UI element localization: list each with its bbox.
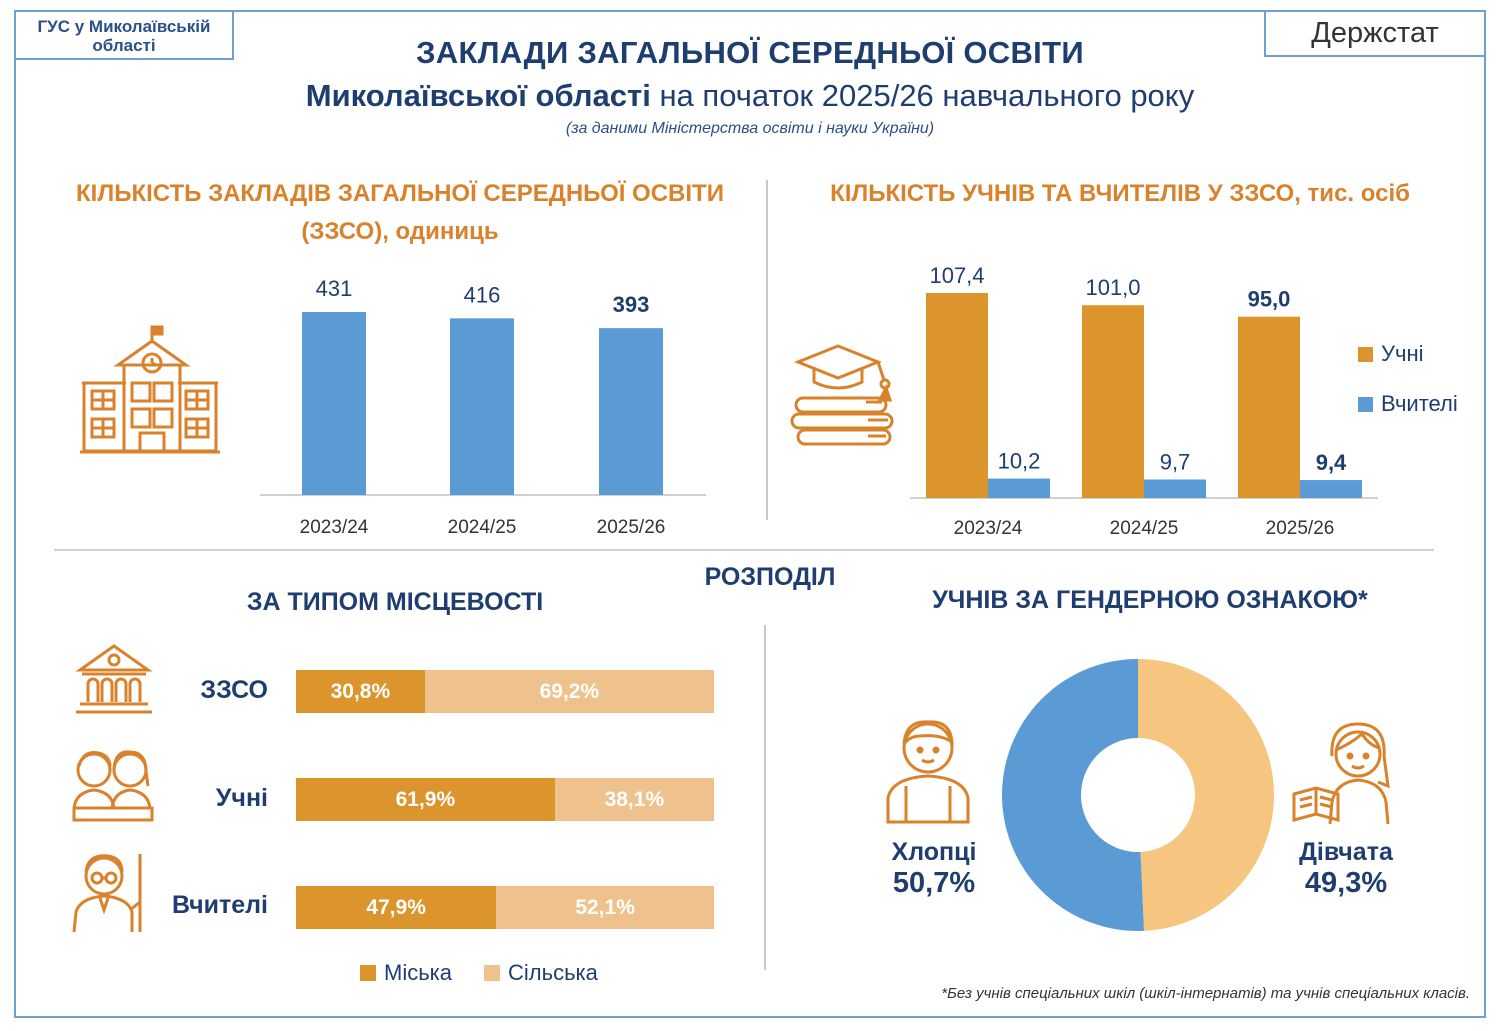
schools-chart-title: КІЛЬКІСТЬ ЗАКЛАДІВ ЗАГАЛЬНОЇ СЕРЕДНЬОЇ О… (76, 180, 724, 245)
x-tick-label: 2023/24 (300, 517, 369, 538)
row-label-schools: ЗЗСО (200, 676, 268, 704)
school-building-icon (80, 325, 220, 454)
x-tick-label: 2023/24 (954, 518, 1023, 539)
bar-schools-2025-26 (599, 328, 663, 495)
bar-students-2023-24 (926, 293, 988, 498)
legend-swatch-students (1358, 347, 1373, 362)
gender-title: УЧНІВ ЗА ГЕНДЕРНОЮ ОЗНАКОЮ* (932, 586, 1368, 614)
data-label: 416 (464, 282, 501, 307)
boys-label: Хлопці 50,7% (872, 838, 996, 900)
legend-swatch-rural (484, 965, 500, 981)
urban-segment: 47,9% (296, 886, 497, 929)
data-label: 431 (316, 276, 353, 301)
institution-icon (75, 644, 153, 714)
data-label: 95,0 (1248, 287, 1291, 312)
row-label-teachers: Вчителі (172, 891, 268, 919)
bar-teachers-2025-26 (1300, 480, 1362, 498)
data-label: 10,2 (998, 449, 1041, 474)
urban-segment: 30,8% (296, 670, 425, 713)
legend-label-teachers: Вчителі (1381, 391, 1458, 416)
footnote: *Без учнів спеціальних шкіл (шкіл-інтерн… (941, 985, 1470, 1002)
divider-bottom (764, 625, 766, 970)
divider-middle (54, 549, 1434, 551)
urban-segment: 61,9% (296, 778, 555, 821)
brand-badge: Держстат (1264, 10, 1486, 57)
slice-boys (1002, 659, 1144, 931)
region-name: Миколаївської області (305, 78, 651, 113)
legend-label-students: Учні (1381, 341, 1423, 366)
x-tick-label: 2025/26 (597, 517, 666, 538)
page-subtitle: (за даними Міністерства освіти і науки У… (565, 120, 935, 137)
page-title: ЗАКЛАДИ ЗАГАЛЬНОЇ СЕРЕДНЬОЇ ОСВІТИ (416, 35, 1084, 70)
girls-name: Дівчата (1299, 838, 1393, 866)
locality-bar-students: 61,9% 38,1% (296, 778, 714, 821)
students-teachers-bar-chart: 107,4 10,2 2023/24 101,0 9,7 2024/25 95,0 9,4 20… (910, 263, 1458, 539)
students-chart-title: КІЛЬКІСТЬ УЧНІВ ТА ВЧИТЕЛІВ У ЗЗСО, тис.… (830, 180, 1410, 207)
legend-rural: Сільська (484, 960, 598, 986)
outer-frame (14, 10, 1486, 1018)
locality-title: ЗА ТИПОМ МІСЦЕВОСТІ (246, 588, 544, 616)
legend-label-urban: Міська (384, 960, 453, 985)
gender-donut-chart (1002, 659, 1274, 931)
x-tick-label: 2025/26 (1266, 518, 1335, 539)
x-tick-label: 2024/25 (448, 517, 517, 538)
source-badge: ГУС у Миколаївській області (14, 10, 234, 60)
legend-urban: Міська (360, 960, 452, 986)
bar-students-2024-25 (1082, 305, 1144, 498)
data-label: 393 (613, 292, 650, 317)
bar-schools-2023-24 (302, 312, 366, 495)
boys-percent: 50,7% (892, 867, 976, 899)
legend-swatch-urban (360, 965, 376, 981)
rural-segment: 38,1% (554, 778, 714, 821)
schools-bar-chart: 431 2023/24 416 2024/25 393 2025/26 (260, 276, 706, 538)
page-title-line2: Миколаївської області на початок 2025/26… (0, 78, 1500, 114)
bar-students-2025-26 (1238, 316, 1300, 498)
girls-percent: 49,3% (1304, 867, 1388, 899)
legend-label-rural: Сільська (508, 960, 598, 985)
girl-icon (1292, 722, 1390, 825)
locality-bar-teachers: 47,9% 52,1% (296, 886, 714, 929)
x-tick-label: 2024/25 (1110, 518, 1179, 539)
data-label: 101,0 (1085, 275, 1140, 300)
data-label: 9,7 (1160, 449, 1191, 474)
books-graduation-icon (790, 344, 894, 446)
rural-segment: 52,1% (496, 886, 714, 929)
bar-teachers-2024-25 (1144, 479, 1206, 498)
locality-bar-schools: 30,8% 69,2% (296, 670, 714, 713)
divider-top (766, 180, 768, 520)
title-rest: на початок 2025/26 навчального року (650, 78, 1195, 113)
row-label-students: Учні (215, 784, 268, 812)
data-label: 107,4 (929, 263, 984, 288)
distribution-title: РОЗПОДІЛ (704, 563, 836, 591)
data-label: 9,4 (1316, 450, 1347, 475)
slice-girls (1138, 659, 1274, 931)
bar-teachers-2023-24 (988, 478, 1050, 498)
bar-schools-2024-25 (450, 318, 514, 495)
girls-label: Дівчата 49,3% (1284, 838, 1408, 900)
legend-swatch-teachers (1358, 397, 1373, 412)
rural-segment: 69,2% (424, 670, 714, 713)
students-icon (72, 750, 154, 822)
boy-icon (886, 720, 970, 824)
teacher-icon (72, 854, 142, 933)
boys-name: Хлопці (891, 838, 977, 866)
